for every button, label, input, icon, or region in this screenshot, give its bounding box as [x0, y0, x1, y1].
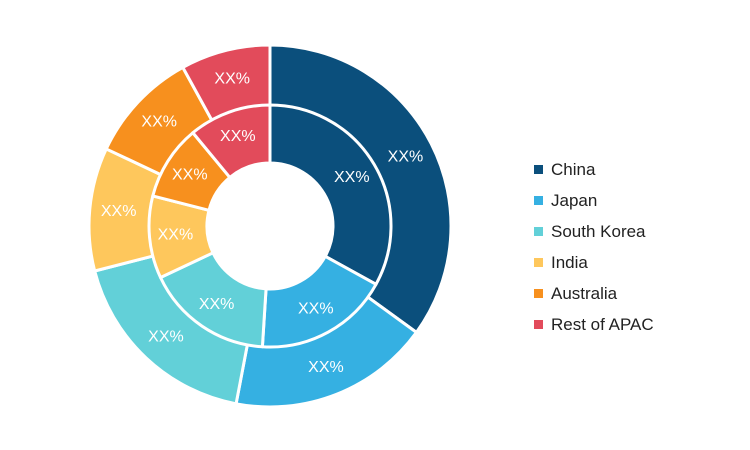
- legend-swatch-icon: [534, 196, 543, 205]
- legend-label: Australia: [551, 283, 618, 303]
- legend-swatch-icon: [534, 320, 543, 329]
- outer-label-india: XX%: [101, 203, 137, 220]
- inner-label-rest-of-apac: XX%: [220, 128, 256, 145]
- inner-label-china: XX%: [334, 169, 370, 186]
- legend-label: South Korea: [551, 221, 646, 241]
- legend-item-china: China: [534, 154, 654, 185]
- outer-label-australia: XX%: [141, 113, 177, 130]
- inner-slice-china: [268, 103, 393, 286]
- inner-label-japan: XX%: [298, 301, 334, 318]
- legend-item-india: India: [534, 247, 654, 278]
- legend-label: Japan: [551, 190, 598, 210]
- legend-item-australia: Australia: [534, 278, 654, 309]
- inner-label-india: XX%: [158, 226, 194, 243]
- outer-label-south-korea: XX%: [148, 328, 184, 345]
- legend-item-rest-of-apac: Rest of APAC: [534, 309, 654, 340]
- outer-label-rest-of-apac: XX%: [214, 70, 250, 87]
- outer-label-china: XX%: [388, 148, 424, 165]
- segment-labels: XX% XX% XX% XX% XX% XX% XX% XX% XX% XX% XX% XX%: [101, 70, 423, 376]
- inner-label-australia: XX%: [172, 167, 208, 184]
- legend-swatch-icon: [534, 227, 543, 236]
- legend-label: China: [551, 159, 596, 179]
- outer-ring: [87, 43, 453, 409]
- chart-legend: China Japan South Korea India Australia Rest …: [534, 154, 654, 340]
- legend-swatch-icon: [534, 258, 543, 267]
- legend-item-japan: Japan: [534, 185, 654, 216]
- legend-label: India: [551, 252, 588, 272]
- legend-swatch-icon: [534, 289, 543, 298]
- outer-label-japan: XX%: [308, 359, 344, 376]
- inner-label-south-korea: XX%: [199, 296, 235, 313]
- legend-swatch-icon: [534, 165, 543, 174]
- inner-ring: [147, 103, 393, 349]
- legend-item-south-korea: South Korea: [534, 216, 654, 247]
- inner-slice-rest-of-apac: [191, 103, 272, 179]
- legend-label: Rest of APAC: [551, 314, 654, 334]
